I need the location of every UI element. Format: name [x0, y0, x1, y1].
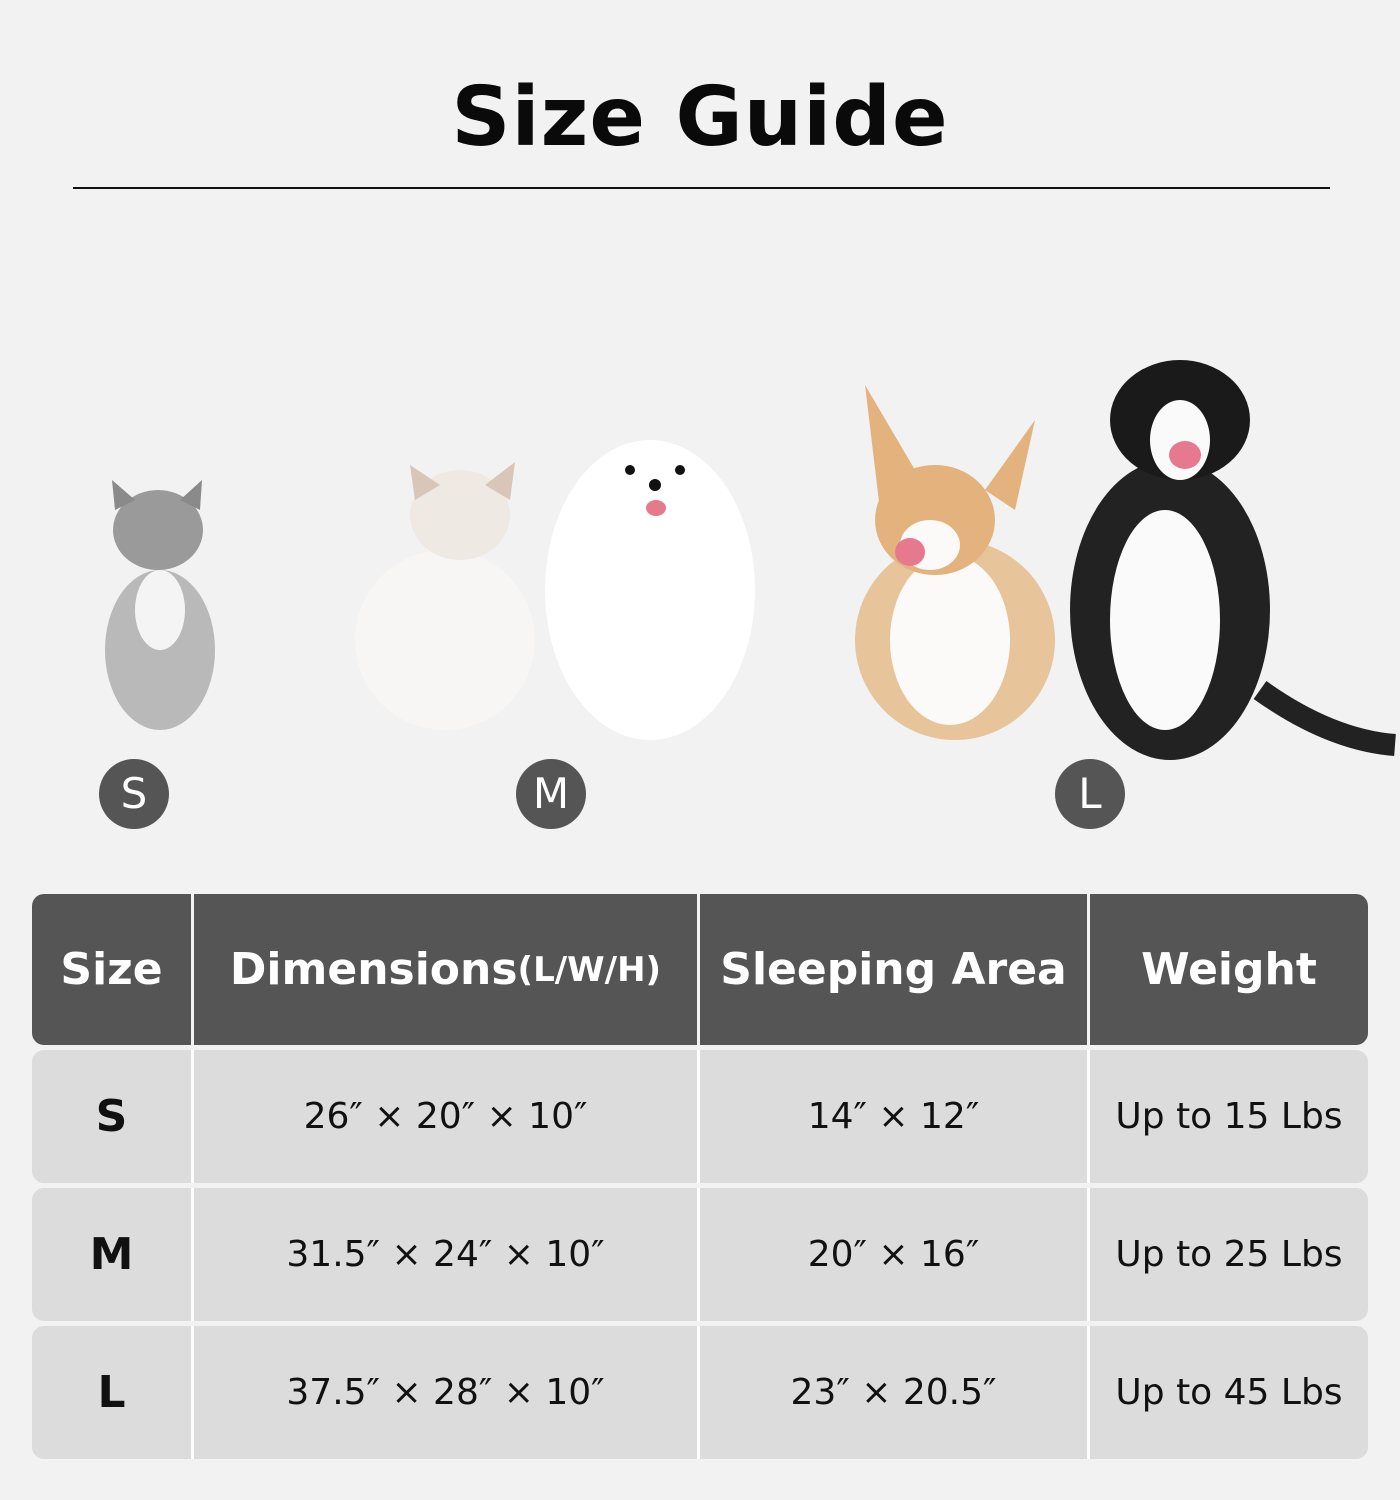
cell-sleeping-area: 23″ × 20.5″ — [697, 1326, 1087, 1459]
size-badge-l: L — [1055, 759, 1125, 829]
cell-size: S — [95, 1091, 128, 1142]
header-sleeping-area: Sleeping Area — [697, 894, 1087, 1045]
pomeranian-image — [545, 440, 755, 740]
header-dimensions-unit: (L/W/H) — [517, 949, 662, 990]
cell-dimensions: 26″ × 20″ × 10″ — [191, 1050, 697, 1183]
cell-sleeping-area: 20″ × 16″ — [697, 1188, 1087, 1321]
border-collie-image — [1070, 360, 1397, 760]
header-dimensions: Dimensions (L/W/H) — [191, 894, 697, 1045]
size-table: Size Dimensions (L/W/H) Sleeping Area Wei… — [32, 894, 1368, 1464]
table-row: L 37.5″ × 28″ × 10″ 23″ × 20.5″ Up to 45… — [32, 1326, 1368, 1459]
cell-sleeping-area: 14″ × 12″ — [697, 1050, 1087, 1183]
cell-weight: Up to 25 Lbs — [1087, 1188, 1368, 1321]
table-row: M 31.5″ × 24″ × 10″ 20″ × 16″ Up to 25 L… — [32, 1188, 1368, 1321]
cell-size: M — [89, 1229, 134, 1280]
size-badge-m: M — [516, 759, 586, 829]
page-title: Size Guide — [451, 70, 949, 165]
title-divider — [73, 187, 1330, 189]
header-dimensions-label: Dimensions — [229, 944, 518, 995]
size-badge-s: S — [99, 759, 169, 829]
cell-dimensions: 31.5″ × 24″ × 10″ — [191, 1188, 697, 1321]
pets-illustration — [105, 360, 1397, 760]
ragdoll-cat-image — [355, 462, 535, 730]
corgi-image — [855, 385, 1055, 740]
tabby-cat-image — [105, 480, 215, 730]
cell-size: L — [97, 1367, 126, 1418]
table-header: Size Dimensions (L/W/H) Sleeping Area Wei… — [32, 894, 1368, 1045]
cell-weight: Up to 45 Lbs — [1087, 1326, 1368, 1459]
header-size: Size — [60, 944, 163, 995]
cell-dimensions: 37.5″ × 28″ × 10″ — [191, 1326, 697, 1459]
table-row: S 26″ × 20″ × 10″ 14″ × 12″ Up to 15 Lbs — [32, 1050, 1368, 1183]
header-weight: Weight — [1087, 894, 1368, 1045]
cell-weight: Up to 15 Lbs — [1087, 1050, 1368, 1183]
